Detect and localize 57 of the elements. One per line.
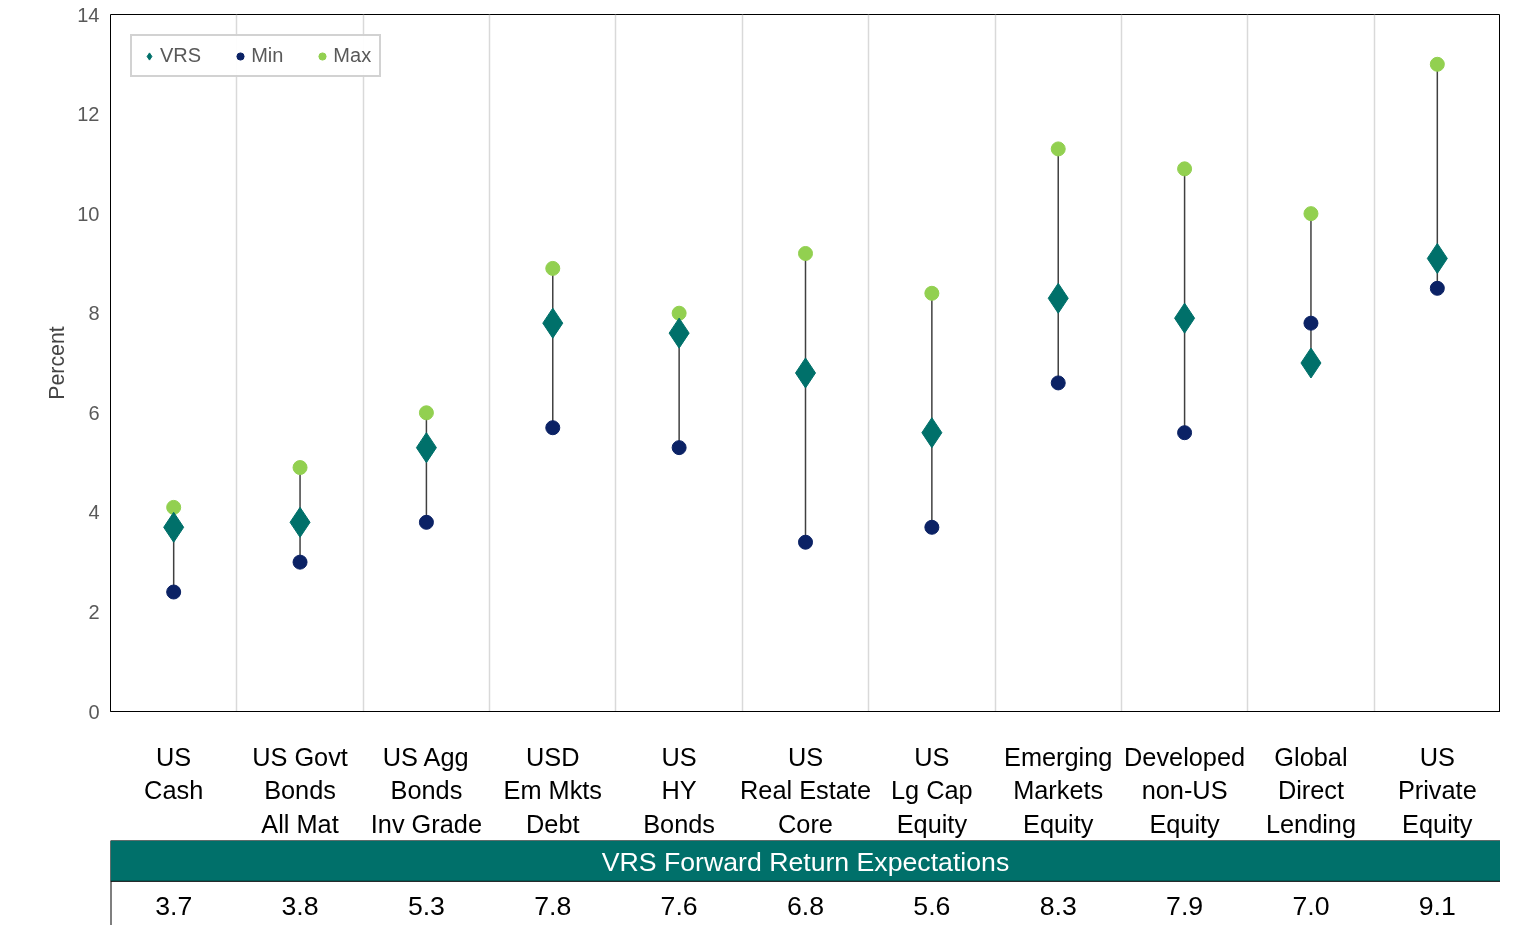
point: [292, 554, 308, 570]
text: VRS Forward Return Expectations: [601, 846, 1010, 877]
data-label: 9.1: [1418, 891, 1456, 922]
point: [1177, 161, 1193, 177]
y-tick-label: 2: [88, 600, 100, 623]
data-label: 7.6: [660, 891, 698, 922]
x-tick-label: US Agg Bonds Inv Grade: [370, 742, 483, 838]
point: [1303, 315, 1319, 331]
legend-label: Min: [251, 44, 284, 67]
x-tick-label: US Lg Cap Equity: [891, 742, 973, 838]
point: [545, 260, 561, 276]
y-tick-label: 4: [88, 501, 100, 524]
point: [1429, 280, 1445, 296]
data-label: 3.8: [281, 891, 319, 922]
y-tick-label: 8: [88, 302, 100, 325]
point: [1429, 56, 1445, 72]
point: [671, 305, 687, 321]
x-tick-label: Global Direct Lending: [1265, 742, 1357, 838]
y-tick-label: 12: [77, 103, 100, 126]
x-tick-label: Developed non-US Equity: [1124, 742, 1246, 838]
x-tick-label: Emerging Markets Equity: [1004, 742, 1113, 838]
point: [798, 245, 813, 261]
data-label: 6.8: [786, 891, 825, 922]
x-tick-label: US Private Equity: [1397, 742, 1477, 838]
point: [671, 440, 687, 456]
y-tick-label: 10: [77, 202, 100, 225]
y-tick-label: 0: [88, 700, 100, 723]
point: [1050, 375, 1066, 391]
point: [798, 534, 813, 550]
data-label: 7.9: [1166, 891, 1204, 922]
point: [545, 420, 561, 436]
point: [292, 460, 308, 476]
point: [166, 584, 182, 600]
point: [924, 519, 940, 535]
data-label: 7.0: [1292, 891, 1330, 922]
point: [418, 514, 434, 530]
y-axis-title: Percent: [45, 326, 70, 400]
x-tick-label: US HY Bonds: [643, 742, 716, 838]
point: [166, 499, 182, 515]
y-tick-label: 6: [88, 401, 100, 424]
point: [1303, 206, 1319, 222]
data-label: 8.3: [1039, 891, 1077, 922]
data-label: 5.6: [913, 891, 951, 922]
point: [1177, 425, 1193, 441]
legend-label: Max: [333, 44, 372, 67]
x-tick-label: US Cash: [144, 742, 204, 805]
x-tick-label: USD Em Mkts Debt: [503, 742, 603, 838]
legend-label: VRS: [160, 44, 202, 67]
x-tick-label: US Real Estate Core: [740, 742, 871, 838]
point: [924, 285, 940, 301]
x-tick-label: US Govt Bonds All Mat: [252, 742, 348, 838]
point: [418, 405, 434, 421]
y-tick-label: 14: [77, 3, 100, 26]
data-label: 5.3: [407, 891, 445, 922]
point: [1050, 141, 1066, 157]
data-label: 3.7: [155, 891, 193, 922]
data-label: 7.8: [534, 891, 572, 922]
